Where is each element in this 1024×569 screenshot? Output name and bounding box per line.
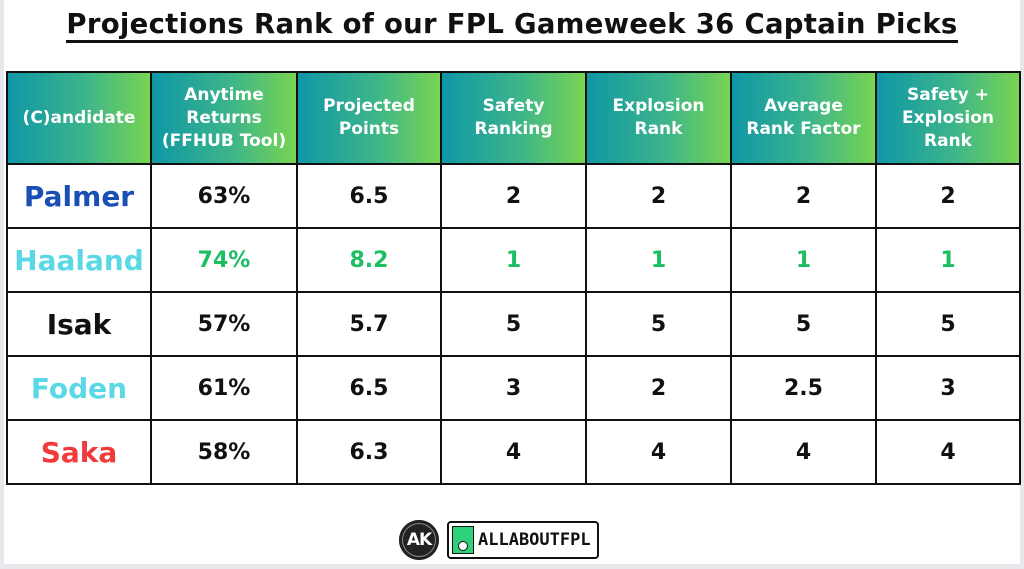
average-rank-factor-cell: 4 <box>730 419 877 485</box>
safety-explosion-rank-cell: 2 <box>875 163 1021 229</box>
anytime-returns-cell: 57% <box>150 291 298 357</box>
candidate-name: Haaland <box>6 227 152 293</box>
average-rank-factor-cell: 2 <box>730 163 877 229</box>
projected-points-cell: 6.3 <box>296 419 442 485</box>
explosion-rank-cell: 2 <box>585 163 732 229</box>
captain-picks-table: (C)andidate Anytime Returns (FFHUB Tool) P… <box>6 71 1021 485</box>
explosion-rank-cell: 2 <box>585 355 732 421</box>
table-row-foden: Foden 61% 6.5 3 2 2.5 3 <box>6 355 1021 421</box>
ak-logo-icon: AK <box>399 520 439 560</box>
anytime-returns-cell: 58% <box>150 419 298 485</box>
header-explosion-rank: Explosion Rank <box>585 71 732 165</box>
projected-points-cell: 8.2 <box>296 227 442 293</box>
safety-ranking-cell: 1 <box>440 227 587 293</box>
header-safety-explosion-rank: Safety + Explosion Rank <box>875 71 1021 165</box>
safety-explosion-rank-cell: 3 <box>875 355 1021 421</box>
header-safety-ranking: Safety Ranking <box>440 71 587 165</box>
header-candidate: (C)andidate <box>6 71 152 165</box>
explosion-rank-cell: 1 <box>585 227 732 293</box>
football-badge-icon <box>452 526 474 554</box>
table-row-saka: Saka 58% 6.3 4 4 4 4 <box>6 419 1021 485</box>
header-anytime-returns: Anytime Returns (FFHUB Tool) <box>150 71 298 165</box>
infographic-canvas: Projections Rank of our FPL Gameweek 36 … <box>4 0 1021 564</box>
table-row-haaland: Haaland 74% 8.2 1 1 1 1 <box>6 227 1021 293</box>
header-row: (C)andidate Anytime Returns (FFHUB Tool) P… <box>6 71 1021 165</box>
allaboutfpl-logo: ALLABOUTFPL <box>447 521 599 559</box>
average-rank-factor-cell: 1 <box>730 227 877 293</box>
table-row-palmer: Palmer 63% 6.5 2 2 2 2 <box>6 163 1021 229</box>
page-title: Projections Rank of our FPL Gameweek 36 … <box>4 6 1020 43</box>
projected-points-cell: 6.5 <box>296 163 442 229</box>
average-rank-factor-cell: 2.5 <box>730 355 877 421</box>
page-title-text: Projections Rank of our FPL Gameweek 36 … <box>66 8 958 43</box>
candidate-name: Palmer <box>6 163 152 229</box>
header-average-rank-factor: Average Rank Factor <box>730 71 877 165</box>
safety-ranking-cell: 5 <box>440 291 587 357</box>
anytime-returns-cell: 63% <box>150 163 298 229</box>
footer-logos: AK ALLABOUTFPL <box>399 518 599 562</box>
projected-points-cell: 5.7 <box>296 291 442 357</box>
projected-points-cell: 6.5 <box>296 355 442 421</box>
explosion-rank-cell: 5 <box>585 291 732 357</box>
ak-logo-text: AK <box>406 530 432 550</box>
average-rank-factor-cell: 5 <box>730 291 877 357</box>
safety-explosion-rank-cell: 5 <box>875 291 1021 357</box>
allaboutfpl-logo-text: ALLABOUTFPL <box>478 530 591 550</box>
explosion-rank-cell: 4 <box>585 419 732 485</box>
safety-ranking-cell: 2 <box>440 163 587 229</box>
safety-explosion-rank-cell: 1 <box>875 227 1021 293</box>
header-projected-points: Projected Points <box>296 71 442 165</box>
safety-explosion-rank-cell: 4 <box>875 419 1021 485</box>
table-row-isak: Isak 57% 5.7 5 5 5 5 <box>6 291 1021 357</box>
safety-ranking-cell: 4 <box>440 419 587 485</box>
anytime-returns-cell: 61% <box>150 355 298 421</box>
safety-ranking-cell: 3 <box>440 355 587 421</box>
candidate-name: Foden <box>6 355 152 421</box>
candidate-name: Isak <box>6 291 152 357</box>
anytime-returns-cell: 74% <box>150 227 298 293</box>
candidate-name: Saka <box>6 419 152 485</box>
